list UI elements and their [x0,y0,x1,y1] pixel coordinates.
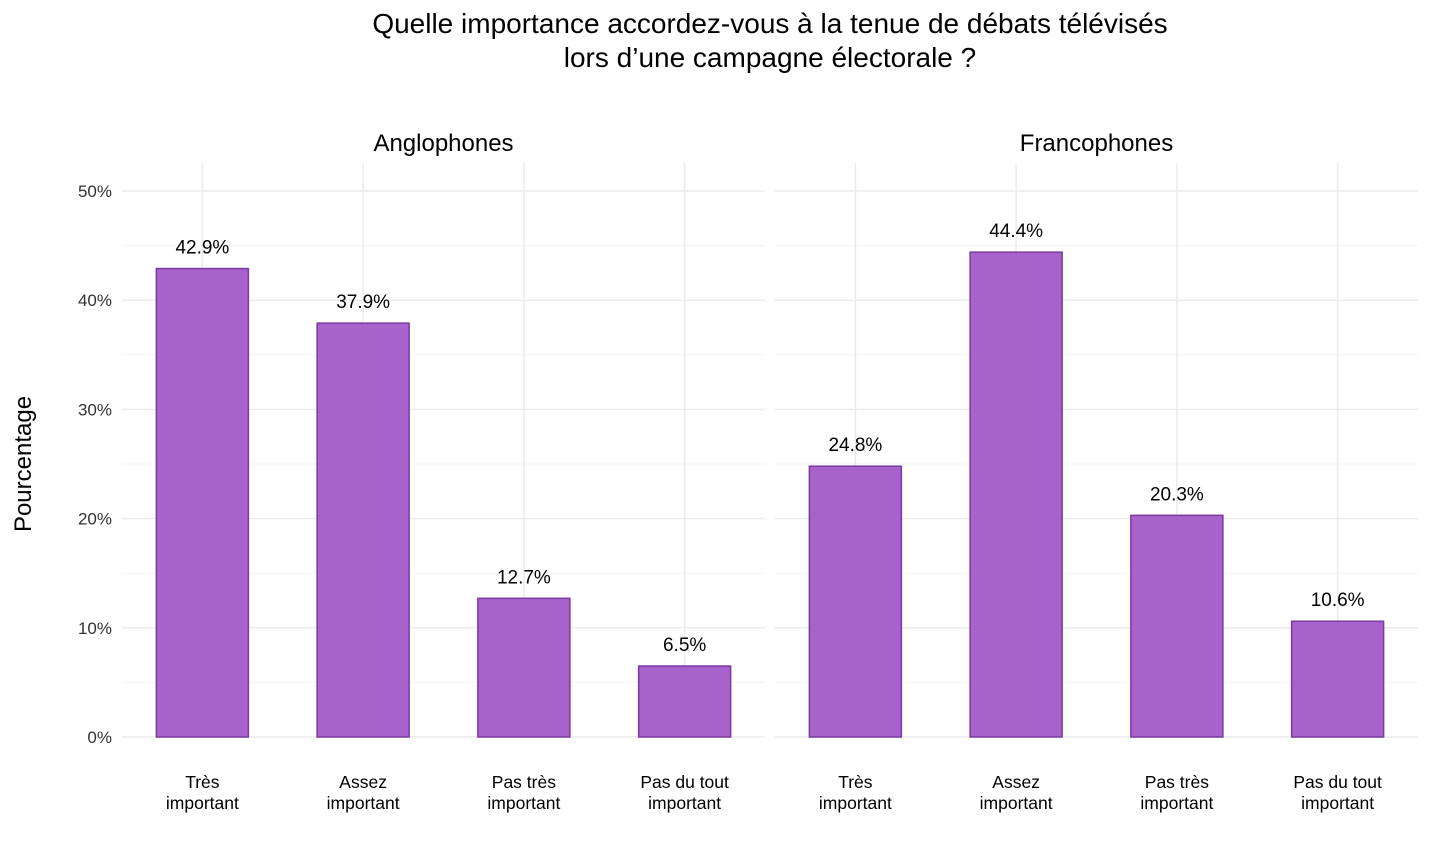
y-tick-label: 40% [78,291,112,310]
bar [969,251,1063,738]
x-tick-label: Pas du tout important [640,772,729,813]
bar [477,597,571,738]
bar [808,465,903,738]
bar [1130,514,1224,738]
data-label: 42.9% [175,238,229,259]
data-label: 37.9% [336,292,390,313]
y-tick-label: 0% [87,728,112,747]
y-tick-label: 50% [78,182,112,201]
bar [637,665,732,738]
y-tick-label: 10% [78,619,112,638]
x-tick-label: Pas très important [1140,772,1213,813]
x-tick-label: Pas très important [487,772,560,813]
data-label: 24.8% [828,435,882,456]
x-tick-label: Très important [819,772,892,813]
facet-label-anglophones: Anglophones [373,130,513,157]
y-tick-label: 20% [78,510,112,529]
x-tick-label: Assez important [980,772,1053,813]
data-label: 6.5% [663,635,706,656]
chart-title: Quelle importance accordez-vous à la ten… [372,8,1167,73]
data-label: 20.3% [1150,484,1204,505]
y-tick-label: 30% [78,400,112,419]
x-tick-label: Très important [166,772,239,813]
y-axis-label: Pourcentage [10,396,37,532]
bar [155,267,250,738]
data-label: 10.6% [1311,590,1365,611]
data-label: 44.4% [989,221,1043,242]
x-tick-label: Assez important [327,772,400,813]
bar [1290,620,1385,738]
bar [316,322,410,738]
x-tick-label: Pas du tout important [1293,772,1382,813]
data-label: 12.7% [497,567,551,588]
facet-label-francophones: Francophones [1020,130,1173,157]
